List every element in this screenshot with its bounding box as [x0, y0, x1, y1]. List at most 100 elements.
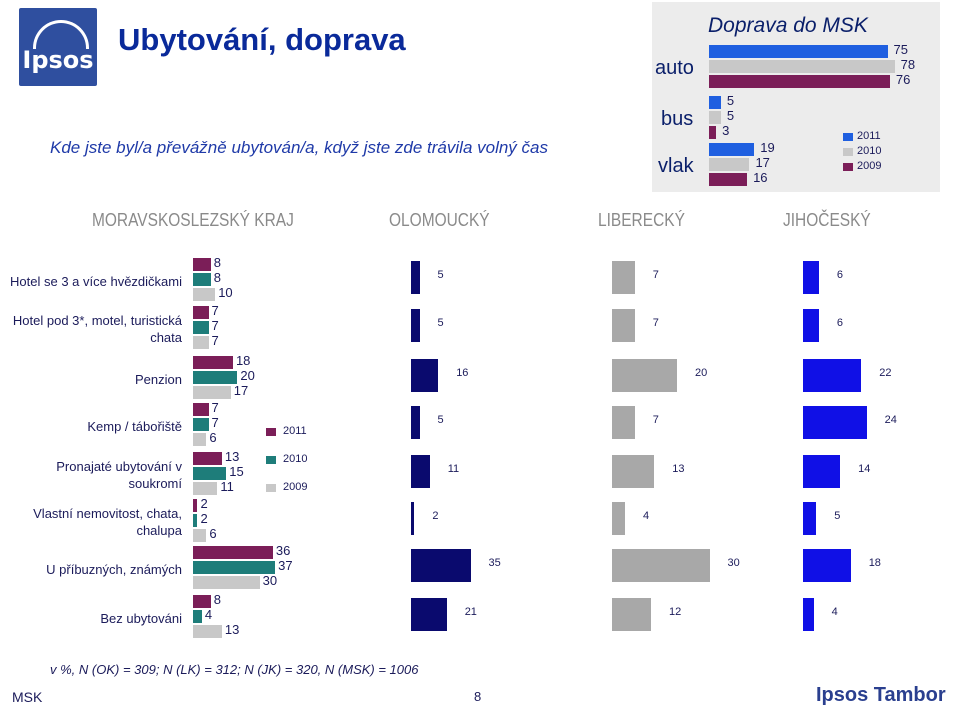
value-label: 11	[220, 479, 234, 494]
bar-3	[803, 309, 819, 342]
bar-2	[612, 359, 677, 392]
value-label: 22	[879, 367, 892, 379]
bar-msk-2009	[193, 625, 222, 638]
bar-msk-2009	[193, 576, 260, 589]
value-label: 24	[884, 414, 897, 426]
value-label: 8	[213, 255, 221, 270]
bar-msk-2010	[193, 321, 209, 334]
legend-swatch	[843, 133, 853, 141]
value-label: 37	[278, 558, 293, 573]
value-label: 7	[211, 303, 219, 318]
bar-3	[803, 598, 814, 631]
bar-1	[411, 406, 420, 439]
value-label: 76	[895, 72, 911, 87]
value-label: 16	[456, 367, 469, 379]
value-label: 8	[213, 270, 221, 285]
footer-region: MSK	[12, 689, 43, 705]
value-label: 30	[727, 557, 740, 569]
value-label: 16	[753, 170, 768, 185]
value-label: 6	[209, 430, 217, 445]
value-label: 5	[437, 317, 444, 329]
bar-1	[411, 598, 447, 631]
bar-2	[612, 309, 635, 342]
bar-3	[803, 502, 817, 535]
legend-label: 2009	[857, 160, 882, 172]
value-label: 4	[204, 607, 213, 622]
value-label: 17	[233, 383, 249, 398]
question-text: Kde jste byl/a převážně ubytován/a, když…	[50, 138, 548, 157]
region-title-jk: JIHOČESKÝ	[783, 210, 871, 230]
bar-2	[612, 261, 635, 294]
bar-msk-2011	[193, 499, 198, 512]
page-title: Ubytování, doprava	[118, 22, 406, 57]
category-label: Hotel pod 3*, motel, turistická chata	[12, 313, 182, 345]
bar-msk-2009	[193, 336, 209, 349]
value-label: 7	[211, 333, 219, 348]
bar-1	[411, 261, 420, 294]
bar-msk-2009	[193, 386, 231, 399]
legend-swatch	[843, 163, 853, 171]
bar-msk-2010	[193, 371, 238, 384]
value-label: 15	[229, 464, 244, 479]
transport-label: vlak	[658, 155, 694, 177]
category-label: Bez ubytováni	[100, 610, 182, 626]
value-label: 18	[235, 353, 251, 368]
value-label: 6	[836, 269, 844, 281]
value-label: 8	[213, 592, 221, 607]
value-label: 6	[209, 526, 217, 541]
legend-label: 2009	[283, 481, 308, 493]
transport-chart	[652, 2, 940, 192]
value-label: 5	[726, 108, 735, 123]
bar-msk-2010	[193, 514, 198, 527]
transport-label: auto	[655, 57, 694, 79]
value-label: 11	[447, 463, 460, 475]
value-label: 2	[432, 510, 439, 522]
value-label: 2	[200, 496, 208, 511]
bar-msk-2010	[193, 467, 227, 480]
bar-3	[803, 261, 819, 294]
ipsos-logo: Ipsos	[19, 8, 97, 86]
value-label: 21	[464, 606, 477, 618]
bar-2	[612, 406, 635, 439]
value-label: 13	[672, 463, 685, 475]
value-label: 6	[836, 317, 844, 329]
bar-msk-2009	[193, 482, 218, 495]
bar-msk-2011	[193, 595, 211, 608]
bar-1	[411, 309, 420, 342]
bar-2	[612, 502, 625, 535]
value-label: 4	[643, 510, 650, 522]
value-label: 2	[200, 511, 208, 526]
value-label: 7	[652, 414, 659, 426]
value-label: 10	[218, 285, 233, 300]
region-title-msk: MORAVSKOSLEZSKÝ KRAJ	[92, 210, 294, 230]
value-label: 5	[437, 414, 444, 426]
bar-msk-2011	[193, 356, 233, 369]
bar-2	[612, 598, 651, 631]
value-label: 7	[652, 269, 659, 281]
bar-transport-2011	[709, 45, 888, 58]
region-title-ok: OLOMOUCKÝ	[389, 210, 490, 230]
bar-transport-2011	[709, 96, 721, 109]
bar-1	[411, 502, 415, 535]
bar-msk-2010	[193, 273, 211, 286]
bar-msk-2011	[193, 306, 209, 319]
bar-2	[612, 549, 710, 582]
value-label: 20	[695, 367, 708, 379]
page-number: 8	[474, 689, 482, 704]
value-label: 4	[831, 606, 838, 618]
value-label: 7	[211, 415, 219, 430]
value-label: 18	[868, 557, 881, 569]
bar-msk-2011	[193, 258, 211, 271]
bar-3	[803, 549, 851, 582]
category-label: Vlastní nemovitost, chata, chalupa	[33, 506, 182, 538]
bar-2	[612, 455, 655, 488]
bar-msk-2010	[193, 610, 202, 623]
category-label: Kemp / tábořiště	[87, 418, 182, 434]
transport-label: bus	[661, 108, 694, 130]
bar-msk-2011	[193, 403, 209, 416]
legend-swatch	[266, 428, 276, 436]
value-label: 5	[834, 510, 841, 522]
value-label: 7	[652, 317, 659, 329]
value-label: 36	[275, 543, 291, 558]
region-title-lk: LIBERECKÝ	[598, 210, 685, 230]
